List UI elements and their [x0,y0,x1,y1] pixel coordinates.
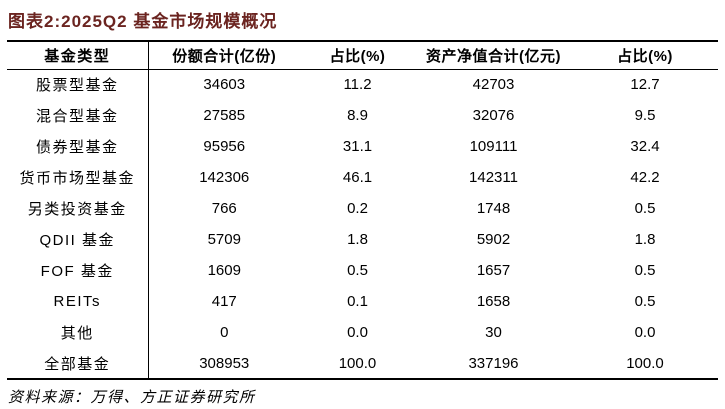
cell-nav: 32076 [472,107,515,124]
cell-shares-pct: 46.1 [342,169,373,186]
table-header-row: 基金类型 份额合计(亿份) 占比(%) 资产净值合计(亿元) 占比(%) [7,41,718,70]
cell-fund-type: 货币市场型基金 [7,162,149,193]
cell-nav: 337196 [468,354,519,372]
figure-title: 图表2:2025Q2 基金市场规模概况 [8,12,278,31]
cell-nav: 42703 [472,76,515,94]
table-row: QDII 基金 5709 1.8 5902 1.8 [7,224,718,255]
cell-nav: 1658 [476,293,511,310]
data-source-note: 资料来源：万得、方正证券研究所 [8,390,256,406]
cell-nav-pct: 32.4 [630,138,660,155]
cell-nav: 5902 [476,231,511,248]
cell-shares: 142306 [199,169,250,186]
cell-fund-type: 其他 [7,317,149,348]
column-header-nav: 资产净值合计(亿元) [415,41,572,70]
cell-shares-pct: 100.0 [338,354,377,372]
cell-shares: 27585 [203,107,246,124]
cell-nav-pct: 9.5 [634,107,656,124]
cell-shares-pct: 0.2 [347,200,368,217]
table-row: REITs 417 0.1 1658 0.5 [7,286,718,317]
cell-fund-type: 另类投资基金 [7,193,149,224]
table-row: 混合型基金 27585 8.9 32076 9.5 [7,100,718,131]
cell-fund-type: 股票型基金 [7,69,149,100]
cell-nav-pct: 0.5 [634,200,656,217]
table-row: 股票型基金 34603 11.2 42703 12.7 [7,69,718,100]
cell-nav: 30 [485,324,502,341]
table-row-total: 全部基金 308953 100.0 337196 100.0 [7,348,718,379]
table-body: 股票型基金 34603 11.2 42703 12.7 混合型基金 27585 … [7,69,718,379]
table-row: 其他 0 0.0 30 0.0 [7,317,718,348]
cell-shares-pct: 0.0 [347,324,368,341]
cell-fund-type: 全部基金 [7,348,149,379]
cell-fund-type: 债券型基金 [7,131,149,162]
cell-shares: 308953 [199,354,250,372]
cell-fund-type: FOF 基金 [7,255,149,286]
cell-nav-pct: 42.2 [630,169,660,186]
table-row: FOF 基金 1609 0.5 1657 0.5 [7,255,718,286]
cell-shares: 0 [220,324,229,341]
table-row: 另类投资基金 766 0.2 1748 0.5 [7,193,718,224]
cell-shares: 1609 [207,262,241,279]
cell-nav-pct: 100.0 [626,354,664,372]
fund-market-table: 基金类型 份额合计(亿份) 占比(%) 资产净值合计(亿元) 占比(%) 股票型… [7,40,718,380]
report-figure-page: 图表2:2025Q2 基金市场规模概况 基金类型 份额合计(亿份) 占比(%) … [0,7,725,409]
cell-nav-pct: 0.5 [634,262,656,279]
column-header-fund-type: 基金类型 [7,41,149,70]
cell-nav-pct: 0.5 [634,293,656,310]
cell-shares: 5709 [207,231,241,248]
cell-shares: 766 [211,200,237,217]
cell-fund-type: QDII 基金 [7,224,149,255]
table-row: 债券型基金 95956 31.1 109111 32.4 [7,131,718,162]
cell-shares-pct: 31.1 [342,138,373,155]
cell-fund-type: REITs [7,286,149,317]
cell-shares: 417 [211,293,237,310]
cell-shares-pct: 1.8 [347,231,368,248]
cell-nav: 142311 [469,169,518,186]
column-header-shares-pct: 占比(%) [300,41,415,70]
cell-nav-pct: 0.0 [634,324,656,341]
cell-nav-pct: 12.7 [630,76,660,94]
cell-shares: 34603 [203,76,246,94]
cell-shares-pct: 11.2 [343,76,372,94]
cell-shares-pct: 0.5 [347,262,368,279]
cell-shares-pct: 0.1 [347,293,368,310]
cell-nav: 1657 [476,262,511,279]
column-header-shares: 份额合计(亿份) [148,41,300,70]
table-row: 货币市场型基金 142306 46.1 142311 42.2 [7,162,718,193]
cell-fund-type: 混合型基金 [7,100,149,131]
cell-nav: 1748 [476,200,511,217]
table-header: 基金类型 份额合计(亿份) 占比(%) 资产净值合计(亿元) 占比(%) [7,41,718,70]
column-header-nav-pct: 占比(%) [572,41,718,70]
cell-shares-pct: 8.9 [347,107,368,124]
cell-nav-pct: 1.8 [634,231,656,248]
cell-shares: 95956 [203,138,246,155]
cell-nav: 109111 [469,138,518,155]
